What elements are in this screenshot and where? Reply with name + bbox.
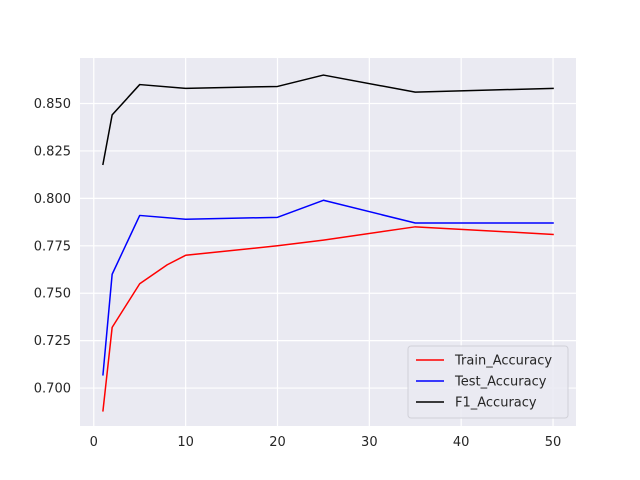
- legend-entry: Test_Accuracy: [454, 375, 547, 390]
- x-tick-label: 10: [177, 435, 194, 450]
- legend: Train_Accuracy Test_Accuracy F1_Accuracy: [407, 345, 569, 419]
- x-tick-label: 50: [545, 435, 562, 450]
- series-line-test-accuracy: [102, 199, 554, 376]
- x-tick-label: 0: [90, 435, 98, 450]
- grid-lines: [80, 58, 576, 426]
- y-tick-label: 0.850: [34, 97, 71, 112]
- y-tick-label: 0.750: [34, 287, 71, 302]
- legend-entry: F1_Accuracy: [455, 396, 537, 411]
- x-tick-label: 20: [269, 435, 286, 450]
- series-line-f1-accuracy: [102, 74, 554, 166]
- y-tick-label: 0.700: [34, 382, 71, 397]
- x-tick-label: 40: [453, 435, 470, 450]
- x-tick-labels: 0 10 20 30 40 50: [90, 435, 562, 450]
- y-tick-label: 0.800: [34, 192, 71, 207]
- legend-entry: Train_Accuracy: [454, 354, 552, 369]
- x-tick-label: 30: [361, 435, 378, 450]
- y-tick-labels: 0.700 0.725 0.750 0.775 0.800 0.825 0.850: [34, 97, 71, 397]
- y-tick-label: 0.775: [34, 239, 71, 254]
- y-tick-label: 0.725: [34, 334, 71, 349]
- y-tick-label: 0.825: [34, 144, 71, 159]
- legend-box: [407, 345, 569, 419]
- series-lines: [102, 74, 554, 412]
- series-line-train-accuracy: [102, 226, 554, 412]
